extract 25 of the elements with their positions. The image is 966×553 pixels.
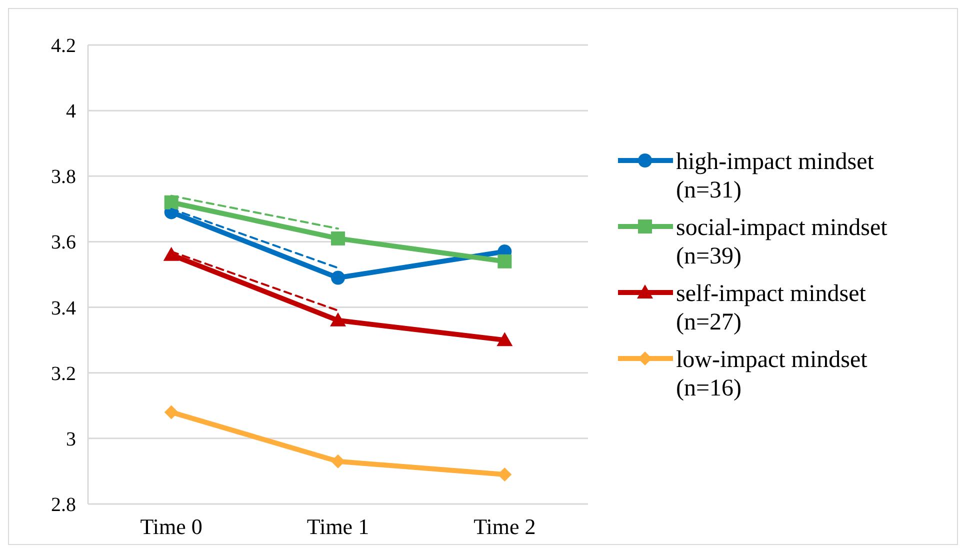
point (163, 246, 180, 261)
point (164, 405, 178, 420)
x-tick-label: Time 0 (140, 514, 202, 539)
point (330, 312, 346, 326)
point (331, 270, 345, 285)
y-tick-label: 2.8 (51, 494, 76, 516)
y-tick-label: 3.4 (51, 297, 76, 320)
legend-label: low-impact mindset (n=16) (676, 346, 868, 402)
point (498, 467, 512, 482)
point (331, 231, 345, 246)
point (331, 454, 345, 468)
y-tick-label: 4.2 (51, 35, 76, 57)
x-tick-label: Time 1 (306, 514, 370, 539)
legend-label: social-impact mindset (n=39) (676, 214, 888, 270)
point (498, 254, 512, 268)
x-tick-label: Time 2 (474, 514, 536, 539)
y-tick-label: 3.8 (51, 166, 76, 188)
legend-label: high-impact mindset (n=31) (676, 148, 874, 204)
y-tick-label: 3 (66, 428, 76, 450)
y-tick-label: 3.2 (51, 362, 76, 385)
point (496, 332, 513, 346)
point (164, 195, 178, 210)
y-tick-label: 4 (66, 100, 76, 123)
y-tick-label: 3.6 (51, 232, 76, 254)
legend-label: self-impact mindset (n=27) (676, 280, 866, 336)
